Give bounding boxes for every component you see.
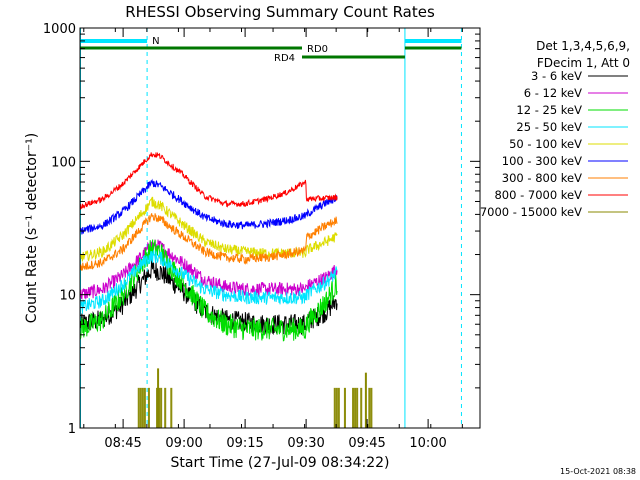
legend-entry-label: 12 - 25 keV [516, 103, 582, 117]
y-axis-label: Count Rate (s⁻¹ detector⁻¹) [24, 133, 40, 323]
series-line [80, 151, 338, 210]
y-tick-label: 1 [68, 422, 76, 437]
count-step [147, 387, 150, 428]
legend-header: FDecim 1, Att 0 [537, 56, 630, 70]
series-line [80, 250, 338, 314]
count-step [333, 387, 336, 428]
count-step [160, 387, 163, 428]
plot-area: N RD0 RD4 [80, 28, 462, 428]
count-step [352, 387, 355, 428]
x-tick-label: 10:00 [409, 436, 446, 451]
count-step [337, 387, 340, 428]
series-line [80, 178, 338, 235]
legend: Det 1,3,4,5,6,9, FDecim 1, Att 03 - 6 keV… [480, 39, 630, 219]
count-step [343, 387, 346, 428]
timestamp: 15-Oct-2021 08:38 [560, 467, 636, 476]
legend-entry-label: 100 - 300 keV [502, 154, 582, 168]
y-tick-label: 100 [51, 155, 76, 170]
legend-entry-label: 3 - 6 keV [531, 69, 582, 83]
series-line [80, 196, 338, 262]
legend-entry-label: 6 - 12 keV [524, 86, 582, 100]
flag-label-rd4: RD4 [274, 53, 295, 64]
legend-entry-label: 800 - 7000 keV [494, 188, 582, 202]
count-step [368, 387, 371, 428]
chart-title: RHESSI Observing Summary Count Rates [125, 3, 435, 21]
count-step [354, 387, 357, 428]
legend-entry-label: 300 - 800 keV [502, 171, 582, 185]
count-step [141, 387, 144, 428]
x-tick-label: 09:45 [348, 436, 385, 451]
x-tick-label: 09:30 [287, 436, 324, 451]
legend-entry-label: 7000 - 15000 keV [480, 205, 582, 219]
legend-entry-label: 25 - 50 keV [516, 120, 582, 134]
series-line [80, 239, 338, 300]
count-step [143, 387, 146, 428]
legend-entry-label: 50 - 100 keV [509, 137, 582, 151]
count-step [158, 387, 161, 428]
count-step [170, 387, 173, 428]
y-tick-label: 1000 [43, 22, 76, 37]
series-group: N RD0 RD4 [80, 28, 462, 428]
x-axis-label: Start Time (27-Jul-09 08:34:22) [170, 455, 389, 471]
count-step [139, 387, 142, 428]
x-tick-label: 08:45 [104, 436, 141, 451]
count-step [137, 387, 140, 428]
series-line [80, 213, 338, 271]
legend-header: Det 1,3,4,5,6,9, [536, 39, 630, 53]
flag-label-n: N [152, 36, 159, 47]
count-step [156, 387, 159, 428]
count-step [164, 387, 167, 428]
y-axis: 1 10 100 1000 [43, 22, 480, 437]
count-step [335, 387, 338, 428]
series-line [80, 239, 338, 342]
y-tick-label: 10 [59, 289, 76, 304]
x-tick-label: 09:15 [226, 436, 263, 451]
plot-frame [79, 27, 481, 429]
count-step [360, 387, 363, 428]
count-step [370, 387, 373, 428]
flag-label-rd0: RD0 [307, 44, 328, 55]
x-tick-label: 09:00 [165, 436, 202, 451]
count-step [356, 387, 359, 428]
x-axis: 08:45 09:00 09:15 09:30 09:45 10:00 [83, 28, 463, 451]
